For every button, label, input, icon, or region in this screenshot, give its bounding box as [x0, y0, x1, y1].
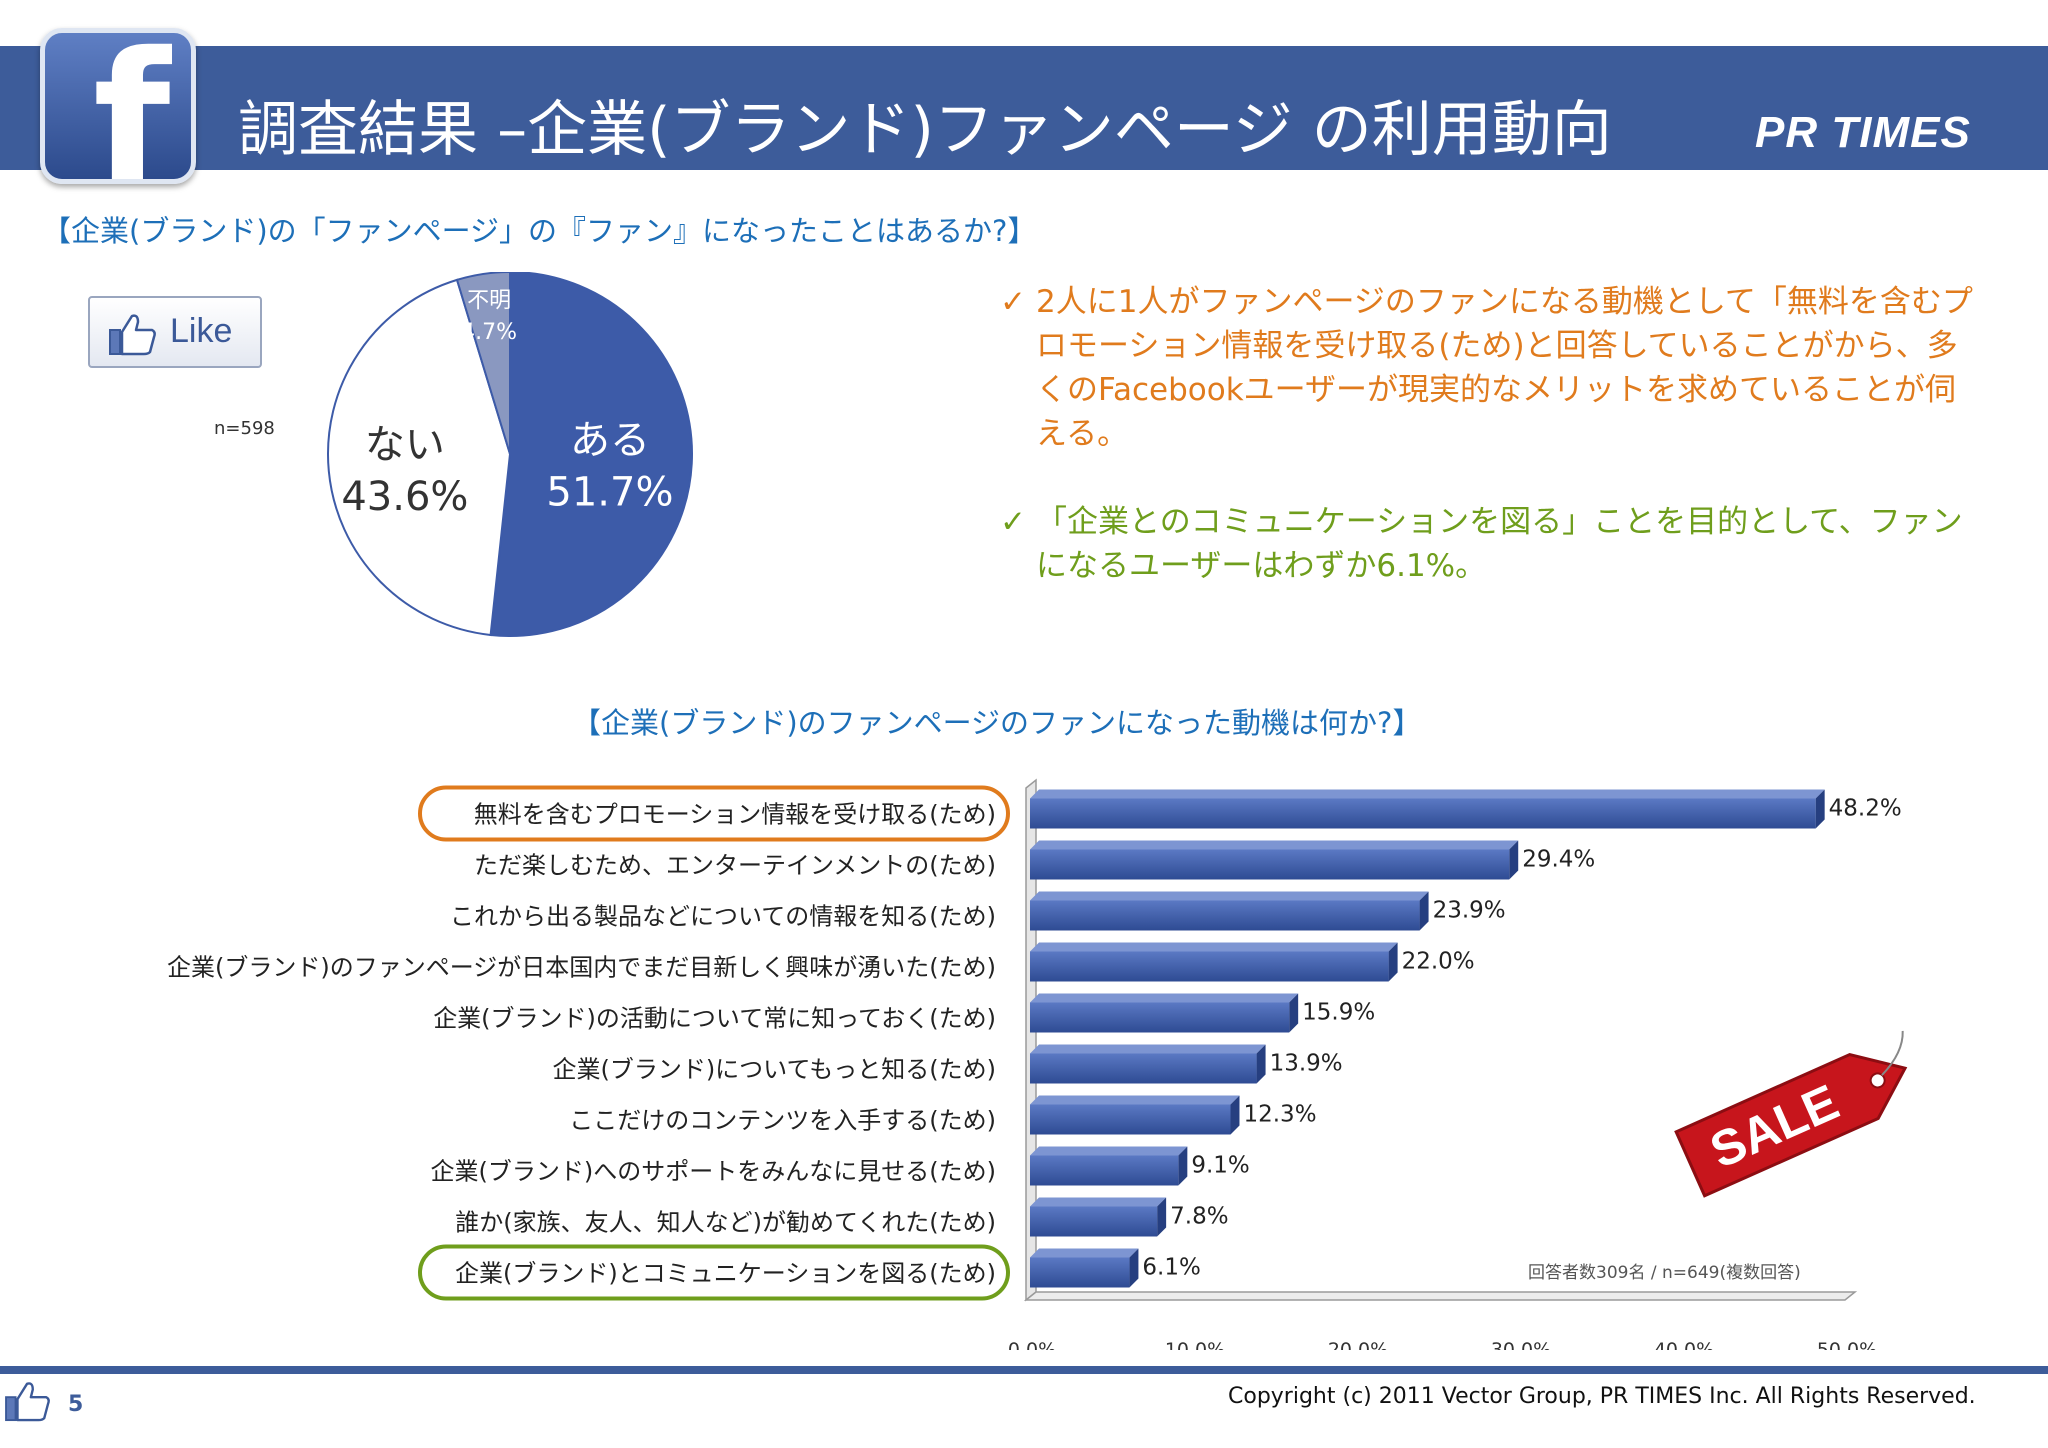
bar-value-label: 6.1% [1142, 1255, 1200, 1281]
x-tick-label: 40.0% [1654, 1339, 1714, 1350]
pie-slice-value: 43.6% [341, 474, 468, 520]
highlight-outline [418, 1244, 1010, 1301]
x-tick-label: 0.0% [1008, 1339, 1056, 1350]
like-label: Like [170, 312, 233, 350]
bar-top [1030, 1044, 1266, 1054]
page-title: 調査結果 –企業(ブランド)ファンページ の利用動向 [238, 95, 1612, 165]
header-bar [0, 46, 2048, 170]
chart-floor [1023, 1291, 1858, 1301]
bar [1030, 1053, 1257, 1084]
thumbs-up-icon [5, 1382, 50, 1422]
pie-chart: ある 51.7% ない 43.6% 不明 4.7% [327, 272, 693, 637]
category-label: 企業(ブランド)とコミュニケーションを図る(ため) [455, 1260, 996, 1288]
pie-slice-label: 不明 [467, 289, 511, 314]
facebook-logo-icon: f [40, 28, 196, 207]
category-label: 企業(ブランド)のファンページが日本国内でまだ目新しく興味が湧いた(ため) [167, 954, 996, 982]
category-label: 誰か(家族、友人、知人など)が勧めてくれた(ため) [455, 1209, 996, 1237]
x-tick-label: 30.0% [1491, 1339, 1551, 1350]
question-2-title: 【企業(ブランド)のファンページのファンになった動機は何か?】 [572, 706, 1422, 740]
bar [1030, 798, 1816, 829]
bar-value-label: 22.0% [1402, 949, 1475, 975]
pie-slice [455, 272, 511, 455]
bar-top [1030, 840, 1519, 850]
bar-top [1030, 1248, 1139, 1258]
bar-top [1030, 993, 1299, 1003]
bar [1030, 1155, 1179, 1186]
sale-tag-icon: SALE [1674, 1030, 1908, 1198]
category-label: 企業(ブランド)の活動について常に知っておく(ため) [433, 1005, 996, 1033]
bar-side [1256, 1044, 1266, 1084]
bar-value-label: 7.8% [1170, 1204, 1228, 1230]
pie-slice-value: 4.7% [461, 320, 517, 345]
bar-side [1815, 789, 1825, 829]
pie-slice-label: ある [570, 417, 650, 463]
category-label: ここだけのコンテンツを入手する(ため) [569, 1107, 996, 1135]
x-tick-label: 20.0% [1328, 1339, 1388, 1350]
x-tick-label: 50.0% [1817, 1339, 1877, 1350]
bar-top [1030, 891, 1429, 901]
bar-value-label: 13.9% [1270, 1051, 1343, 1077]
thumbs-up-icon [109, 314, 156, 356]
bar-top [1030, 1197, 1167, 1207]
bar-side [1129, 1248, 1139, 1288]
bar-chart: 48.2% 29.4% 23.9% 22.0% 15.9% 13.9% 12.3% 9.1% 7… [167, 778, 1902, 1350]
note-1-text: 2人に1人がファンページのファンになる動機として「無料を含むプロモーション情報を… [1036, 284, 1973, 452]
bar-side [1289, 993, 1299, 1033]
footer-bar [0, 1366, 2048, 1374]
bar-top [1030, 789, 1825, 799]
bar [1030, 1206, 1158, 1237]
pie-slice [327, 278, 512, 637]
bar-top [1030, 942, 1398, 952]
check-icon: ✓ [1000, 504, 1026, 540]
bar-value-label: 9.1% [1191, 1153, 1249, 1179]
bar-side [1419, 891, 1429, 931]
bar [1030, 849, 1510, 880]
pie-slice-label: ない [365, 422, 445, 468]
bar [1030, 951, 1389, 982]
bar [1030, 900, 1420, 931]
question-1-title: 【企業(ブランド)の「ファンページ」の『ファン』になったことはあるか?】 [42, 214, 1037, 248]
bar [1030, 1002, 1290, 1033]
facebook-logo-letter: f [93, 14, 171, 221]
category-label: ただ楽しむため、エンターテインメントの(ため) [474, 852, 996, 880]
bar-side [1509, 840, 1519, 880]
note-2-text: 「企業とのコミュニケーションを図る」ことを目的として、ファンになるユーザーはわず… [1036, 504, 1963, 584]
bar-top [1030, 1095, 1240, 1105]
check-icon: ✓ [1000, 284, 1026, 320]
bar [1030, 1257, 1130, 1288]
copyright: Copyright (c) 2011 Vector Group, PR TIME… [1228, 1384, 1976, 1409]
pie-sample-size: n=598 [214, 418, 275, 439]
bar-side [1178, 1146, 1188, 1186]
like-button[interactable]: Like [88, 296, 262, 368]
bar-side [1388, 942, 1398, 982]
category-label: これから出る製品などについての情報を知る(ため) [450, 903, 996, 931]
pie-slice-value: 51.7% [546, 469, 673, 515]
pr-times-logo: PR TIMES [1755, 108, 1971, 157]
category-label: 企業(ブランド)へのサポートをみんなに見せる(ため) [431, 1158, 996, 1186]
highlight-outline [418, 785, 1010, 842]
category-label: 企業(ブランド)についてもっと知る(ため) [552, 1056, 996, 1084]
x-tick-label: 10.0% [1165, 1339, 1225, 1350]
bar [1030, 1104, 1231, 1135]
bar-value-label: 15.9% [1302, 1000, 1375, 1026]
respondents-note: 回答者数309名 / n=649(複数回答) [1528, 1263, 1801, 1283]
category-label: 無料を含むプロモーション情報を受け取る(ため) [474, 801, 996, 829]
bar-value-label: 48.2% [1829, 796, 1902, 822]
bar-side [1157, 1197, 1167, 1237]
bar-side [1230, 1095, 1240, 1135]
bar-value-label: 12.3% [1243, 1102, 1316, 1128]
bar-value-label: 29.4% [1522, 847, 1595, 873]
bar-top [1030, 1146, 1188, 1156]
page-number: 5 [68, 1392, 84, 1417]
bar-value-label: 23.9% [1433, 898, 1506, 924]
pie-slice [489, 272, 693, 637]
